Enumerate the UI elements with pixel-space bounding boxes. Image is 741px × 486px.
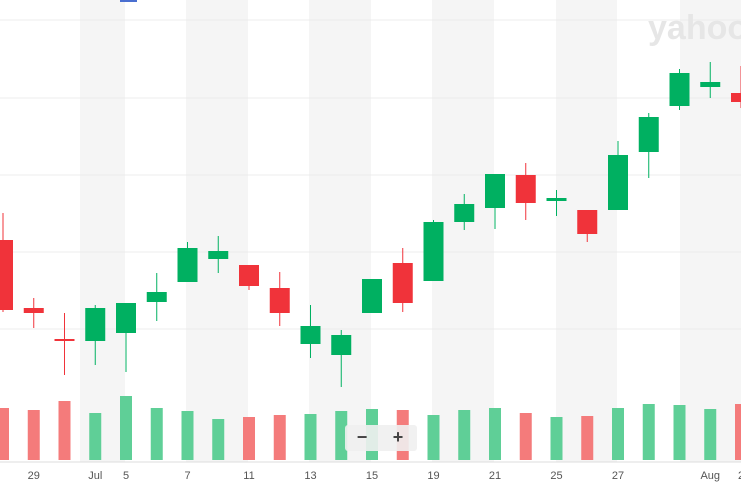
x-tick-label: 25 [550,470,562,482]
zoom-out-button[interactable]: − [357,427,368,447]
volume-bar [243,417,255,460]
candle-body [638,117,659,152]
volume-bar [181,411,194,460]
x-tick-label: 19 [427,470,439,482]
brand-watermark: yahoo [648,9,741,47]
x-tick-label: Jul [88,470,102,482]
candle-body [362,279,382,313]
volume-bar [704,409,717,460]
volume-bar [120,396,132,460]
zoom-in-button[interactable]: + [393,427,404,447]
candle-body [116,303,136,333]
candle-body [208,251,229,259]
band [309,0,371,462]
volume-bar [212,419,225,460]
volume-bar [89,413,102,460]
x-tick-label: 29 [28,470,40,482]
volume-bar [519,413,532,460]
candle-body [485,174,505,208]
candle-body [577,210,598,234]
zoom-panel [345,425,417,451]
volume-bar [58,401,71,460]
marks [0,62,741,460]
candle-body [239,265,259,286]
candle-body [146,292,167,302]
volume-bar [273,415,286,460]
background-bands [80,0,741,462]
candle-body [177,248,198,282]
volume-bar [150,408,163,460]
x-tick-label: 7 [184,470,190,482]
volume-bar [642,404,655,460]
volume-bar [304,414,317,460]
x-tick-label: 5 [123,470,129,482]
candle-body [608,155,628,210]
candle-body [454,204,475,222]
volume-bar [550,417,563,460]
volume-bar [27,410,40,460]
volume-bar [489,408,501,460]
candle-body [546,198,567,201]
candle-body [331,335,352,355]
candle-body [731,93,741,102]
candle-body [423,222,444,281]
candle-body [85,308,106,341]
x-tick-label: 11 [243,470,254,482]
candle-body [515,175,536,203]
volume-bar [581,416,594,460]
volume-bar [612,408,624,460]
candle-body [300,326,321,344]
x-labels: 29 Jul 5 7 11 13 15 19 21 25 27 Aug 2 [28,470,741,482]
x-tick-label: 21 [489,470,501,482]
band [186,0,248,462]
band [80,0,125,462]
candle-body [669,73,690,106]
volume-bar [673,405,686,460]
volume-bar [458,410,471,460]
candle-body [392,263,413,303]
candle-body [23,308,44,313]
volume-bar [335,411,348,460]
candle-body [0,240,13,310]
indicator [120,0,137,2]
candle-body [54,339,75,341]
x-tick-label: 2 [738,470,741,482]
volume-bar [735,404,741,460]
x-tick-label: 13 [304,470,316,482]
volume-bar [0,408,9,460]
x-tick-label: 27 [612,470,624,482]
candle-body [700,82,721,87]
candle-body [269,288,290,313]
zoom-controls: − + [345,425,417,451]
x-tick-label: 15 [366,470,378,482]
x-tick-label: Aug [700,470,720,482]
volume-bar [427,415,440,460]
